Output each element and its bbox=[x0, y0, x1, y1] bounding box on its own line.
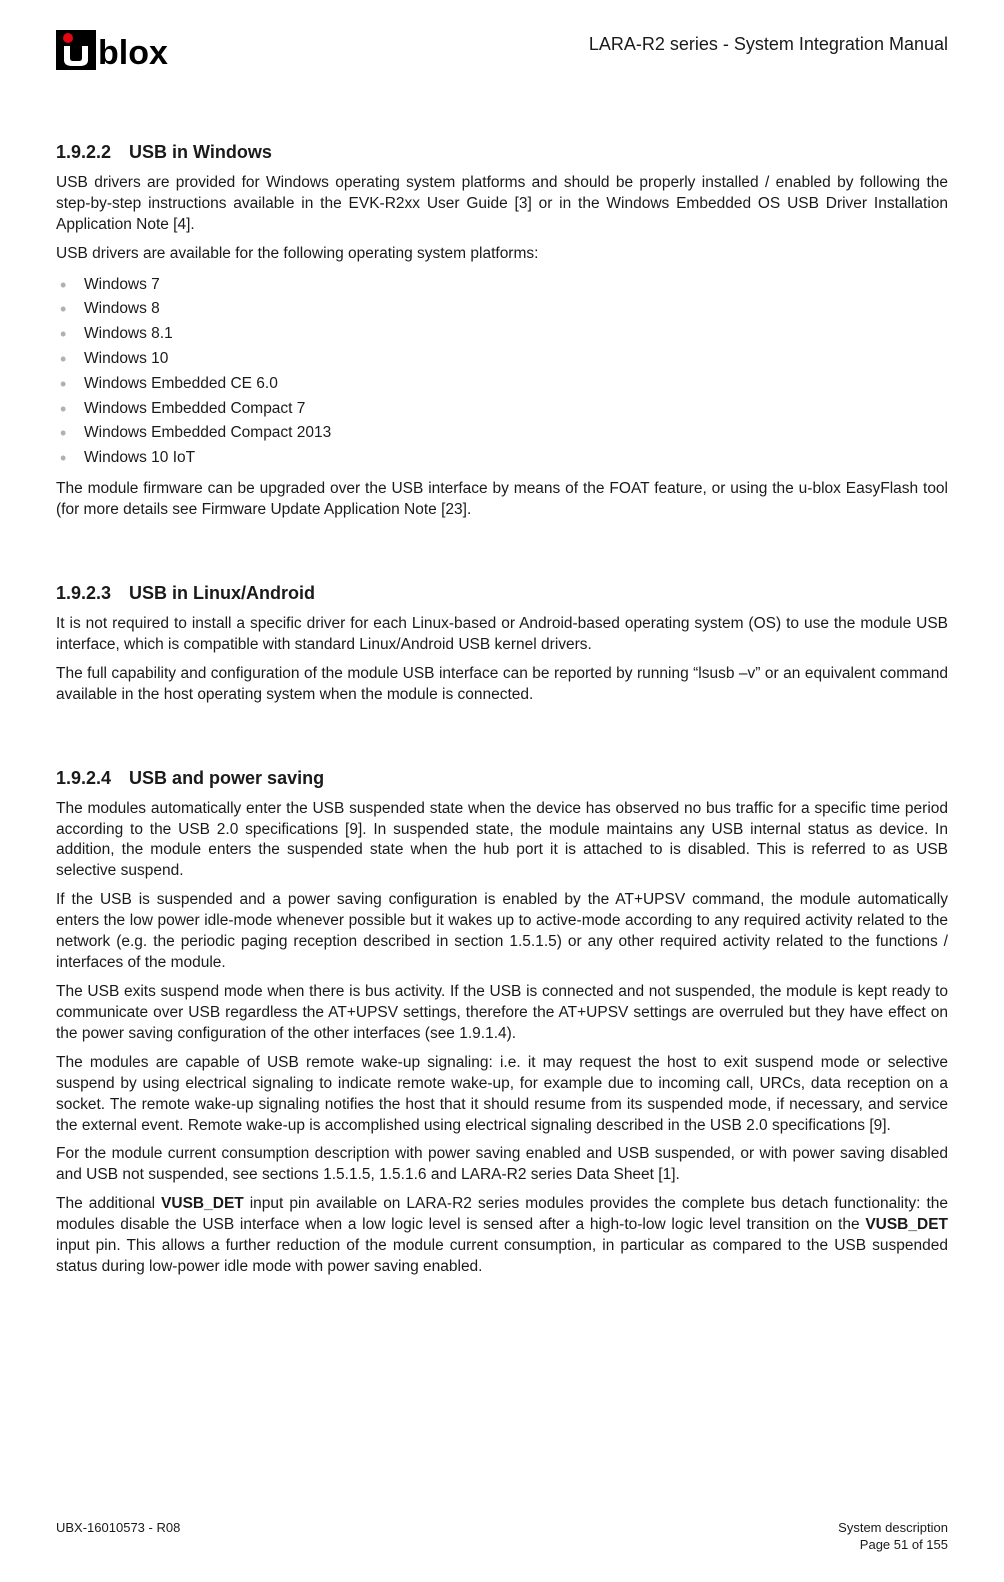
pin-name: VUSB_DET bbox=[865, 1216, 948, 1233]
text-run: input pin. This allows a further reducti… bbox=[56, 1237, 948, 1275]
paragraph: For the module current consumption descr… bbox=[56, 1144, 948, 1186]
section-heading-usb-linux: 1.9.2.3 USB in Linux/Android bbox=[56, 583, 948, 604]
svg-text:blox: blox bbox=[98, 34, 168, 72]
section-title: USB in Windows bbox=[129, 142, 272, 162]
paragraph: USB drivers are provided for Windows ope… bbox=[56, 173, 948, 236]
list-item: Windows 10 IoT bbox=[56, 446, 948, 471]
section-heading-usb-power-saving: 1.9.2.4 USB and power saving bbox=[56, 768, 948, 789]
list-item: Windows 8.1 bbox=[56, 322, 948, 347]
list-item: Windows Embedded Compact 2013 bbox=[56, 421, 948, 446]
section-title: USB in Linux/Android bbox=[129, 583, 315, 603]
paragraph: The modules automatically enter the USB … bbox=[56, 799, 948, 883]
section-number: 1.9.2.2 bbox=[56, 142, 111, 163]
footer-page-number: Page 51 of 155 bbox=[838, 1537, 948, 1552]
paragraph: USB drivers are available for the follow… bbox=[56, 244, 948, 265]
section-title: USB and power saving bbox=[129, 768, 324, 788]
list-item: Windows 10 bbox=[56, 347, 948, 372]
paragraph: The modules are capable of USB remote wa… bbox=[56, 1053, 948, 1137]
document-page: blox LARA-R2 series - System Integration… bbox=[0, 0, 1004, 1582]
page-header: blox LARA-R2 series - System Integration… bbox=[56, 30, 948, 82]
paragraph: It is not required to install a specific… bbox=[56, 614, 948, 656]
footer-section-name: System description bbox=[838, 1520, 948, 1535]
section-heading-usb-windows: 1.9.2.2 USB in Windows bbox=[56, 142, 948, 163]
document-title: LARA-R2 series - System Integration Manu… bbox=[589, 30, 948, 55]
list-item: Windows Embedded Compact 7 bbox=[56, 397, 948, 422]
os-platform-list: Windows 7 Windows 8 Windows 8.1 Windows … bbox=[56, 273, 948, 471]
section-number: 1.9.2.4 bbox=[56, 768, 111, 789]
paragraph: The module firmware can be upgraded over… bbox=[56, 479, 948, 521]
text-run: The additional bbox=[56, 1195, 161, 1212]
paragraph: The USB exits suspend mode when there is… bbox=[56, 982, 948, 1045]
ublox-logo: blox bbox=[56, 30, 206, 82]
list-item: Windows 8 bbox=[56, 297, 948, 322]
pin-name: VUSB_DET bbox=[161, 1195, 244, 1212]
ublox-logo-icon: blox bbox=[56, 30, 206, 82]
list-item: Windows Embedded CE 6.0 bbox=[56, 372, 948, 397]
list-item: Windows 7 bbox=[56, 273, 948, 298]
paragraph-vusb-det: The additional VUSB_DET input pin availa… bbox=[56, 1194, 948, 1278]
section-number: 1.9.2.3 bbox=[56, 583, 111, 604]
footer-right-block: System description Page 51 of 155 bbox=[838, 1520, 948, 1552]
page-footer: UBX-16010573 - R08 System description Pa… bbox=[56, 1520, 948, 1552]
footer-doc-id: UBX-16010573 - R08 bbox=[56, 1520, 180, 1552]
paragraph: If the USB is suspended and a power savi… bbox=[56, 890, 948, 974]
paragraph: The full capability and configuration of… bbox=[56, 664, 948, 706]
